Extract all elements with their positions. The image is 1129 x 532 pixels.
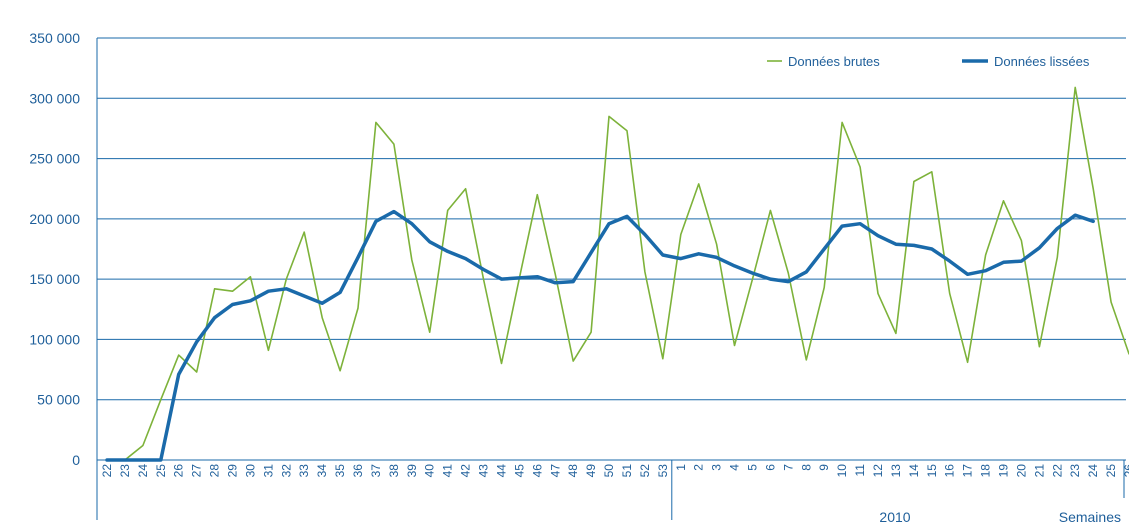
x-tick-label: 31 xyxy=(261,464,275,478)
x-tick-label: 33 xyxy=(297,464,311,478)
x-tick-label: 18 xyxy=(979,464,993,478)
x-tick-label: 38 xyxy=(387,464,401,478)
y-axis-tick-labels: 0 50 000 100 000 150 000 200 000 250 000 300 0… xyxy=(29,30,80,468)
year-label: 2010 xyxy=(879,509,910,525)
x-tick-label: 6 xyxy=(763,464,777,471)
x-tick-label: 16 xyxy=(943,464,957,478)
x-tick-label: 32 xyxy=(279,464,293,478)
x-tick-label: 2 xyxy=(692,464,706,471)
x-tick-label: 23 xyxy=(1068,464,1082,478)
x-tick-label: 13 xyxy=(889,464,903,478)
x-tick-label: 50 xyxy=(602,464,616,478)
x-tick-label: 51 xyxy=(620,464,634,478)
legend: Données brutes Données lissées xyxy=(767,54,1090,69)
x-tick-label: 3 xyxy=(710,464,724,471)
legend-label-smoothed: Données lissées xyxy=(994,54,1090,69)
x-tick-label: 37 xyxy=(369,464,383,478)
series-line-raw xyxy=(106,86,1129,461)
x-tick-label: 35 xyxy=(333,464,347,478)
y-tick-label: 150 000 xyxy=(29,271,80,287)
axes xyxy=(96,38,1125,520)
x-tick-label: 30 xyxy=(243,464,257,478)
x-tick-label: 14 xyxy=(907,464,921,478)
x-tick-label: 43 xyxy=(477,464,491,478)
x-tick-label: 17 xyxy=(961,464,975,478)
x-tick-label: 7 xyxy=(781,464,795,471)
x-tick-label: 29 xyxy=(226,464,240,478)
x-tick-label: 12 xyxy=(871,464,885,478)
x-tick-label: 46 xyxy=(530,464,544,478)
x-axis-title: Semaines xyxy=(1059,509,1121,525)
x-tick-label: 40 xyxy=(423,464,437,478)
series-line-smoothed xyxy=(105,209,1095,462)
x-tick-label: 23 xyxy=(118,464,132,478)
x-tick-label: 27 xyxy=(190,464,204,478)
x-tick-label: 39 xyxy=(405,464,419,478)
data-series xyxy=(105,86,1129,462)
x-tick-label: 49 xyxy=(584,464,598,478)
x-tick-label: 15 xyxy=(925,464,939,478)
x-tick-label: 26 xyxy=(172,464,186,478)
y-tick-label: 350 000 xyxy=(29,30,80,46)
x-tick-label: 20 xyxy=(1014,464,1028,478)
x-tick-label: 48 xyxy=(566,464,580,478)
x-tick-label: 45 xyxy=(512,464,526,478)
x-tick-label: 24 xyxy=(136,464,150,478)
x-tick-label: 1 xyxy=(674,464,688,471)
x-tick-label: 24 xyxy=(1086,464,1100,478)
x-tick-label: 22 xyxy=(1050,464,1064,478)
x-tick-label: 53 xyxy=(656,464,670,478)
x-tick-label: 42 xyxy=(459,464,473,478)
y-tick-label: 100 000 xyxy=(29,331,80,347)
x-tick-label: 25 xyxy=(1104,464,1118,478)
x-tick-label: 34 xyxy=(315,464,329,478)
x-tick-label: 28 xyxy=(208,464,222,478)
x-tick-label: 11 xyxy=(853,464,867,477)
legend-label-raw: Données brutes xyxy=(788,54,880,69)
x-tick-label: 47 xyxy=(548,464,562,478)
x-tick-label: 21 xyxy=(1032,464,1046,478)
x-tick-label: 9 xyxy=(817,464,831,471)
x-axis-tick-labels: 22 23 24 25 26 27 28 29 30 31 32 33 34 35 36 37 38 39 40 41… xyxy=(100,464,1129,478)
y-tick-label: 200 000 xyxy=(29,211,80,227)
x-tick-label: 36 xyxy=(351,464,365,478)
x-tick-label: 52 xyxy=(638,464,652,478)
x-tick-label: 4 xyxy=(728,464,742,471)
x-tick-label: 25 xyxy=(154,464,168,478)
x-tick-label: 44 xyxy=(494,464,508,478)
grid-lines xyxy=(97,37,1126,461)
x-tick-label: 26 xyxy=(1122,464,1129,478)
y-tick-label: 50 000 xyxy=(37,392,80,408)
x-tick-label: 22 xyxy=(100,464,114,478)
x-tick-label: 41 xyxy=(441,464,455,478)
y-tick-label: 250 000 xyxy=(29,151,80,167)
x-tick-label: 5 xyxy=(745,464,759,471)
x-tick-label: 10 xyxy=(835,464,849,478)
y-tick-label: 0 xyxy=(72,452,80,468)
y-tick-label: 300 000 xyxy=(29,90,80,106)
x-tick-label: 8 xyxy=(799,464,813,471)
x-tick-label: 19 xyxy=(997,464,1011,478)
